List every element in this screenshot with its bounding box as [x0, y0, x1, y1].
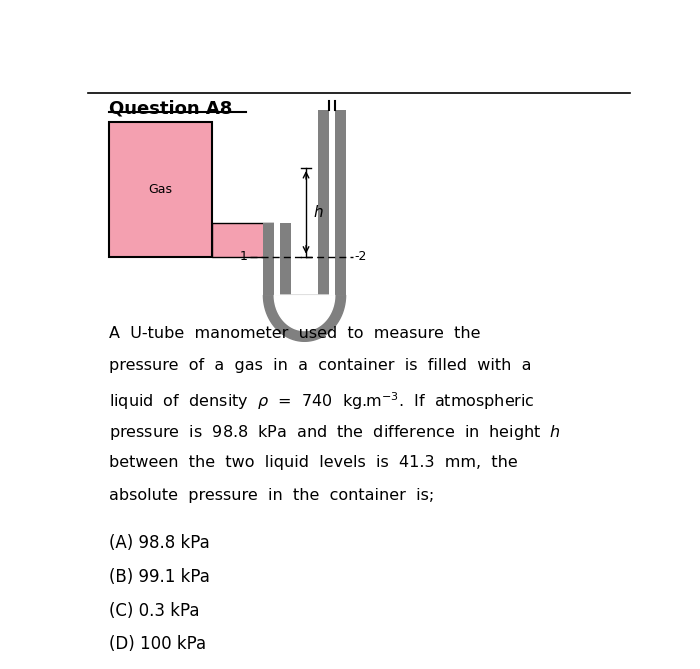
Text: absolute  pressure  in  the  container  is;: absolute pressure in the container is; [109, 488, 435, 502]
Bar [318, 110, 346, 295]
Bar [329, 99, 335, 295]
Text: (D) 100 kPa: (D) 100 kPa [109, 636, 206, 654]
Text: liquid  of  density  $\rho$  =  740  kg.m$^{-3}$.  If  atmospheric: liquid of density $\rho$ = 740 kg.m$^{-3… [109, 391, 535, 412]
Text: Gas: Gas [148, 183, 172, 196]
Text: pressure  is  98.8  kPa  and  the  difference  in  height  $h$: pressure is 98.8 kPa and the difference … [109, 423, 561, 442]
Bar [274, 211, 280, 295]
Text: A  U-tube  manometer  used  to  measure  the: A U-tube manometer used to measure the [109, 326, 481, 341]
Bar [263, 223, 290, 295]
Text: (C) 0.3 kPa: (C) 0.3 kPa [109, 601, 200, 619]
Polygon shape [263, 295, 346, 341]
Bar [109, 122, 211, 257]
Polygon shape [274, 295, 335, 330]
Text: h: h [314, 205, 323, 220]
Text: 1: 1 [239, 250, 247, 263]
Bar [211, 223, 275, 257]
Text: (A) 98.8 kPa: (A) 98.8 kPa [109, 534, 210, 552]
Text: Question A8: Question A8 [109, 100, 232, 118]
Text: between  the  two  liquid  levels  is  41.3  mm,  the: between the two liquid levels is 41.3 mm… [109, 456, 518, 470]
Text: pressure  of  a  gas  in  a  container  is  filled  with  a: pressure of a gas in a container is fill… [109, 359, 532, 373]
Text: (B) 99.1 kPa: (B) 99.1 kPa [109, 568, 210, 585]
Text: -2: -2 [354, 250, 367, 263]
